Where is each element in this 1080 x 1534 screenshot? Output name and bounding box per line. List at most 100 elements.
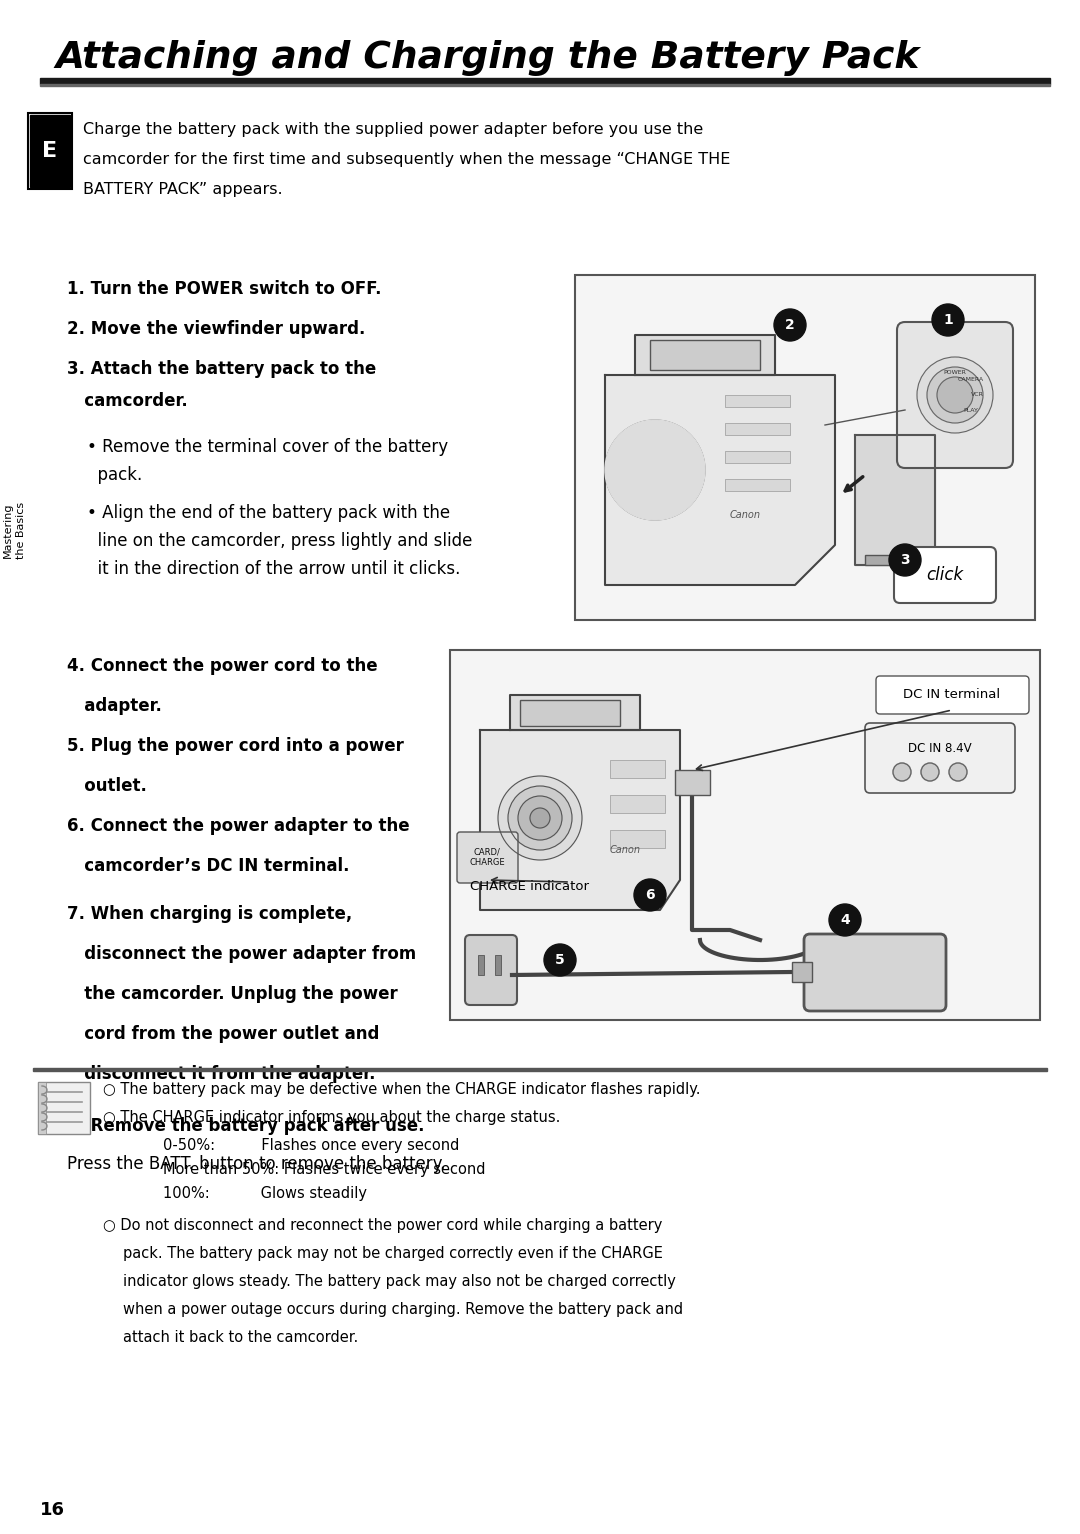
Polygon shape xyxy=(635,334,775,374)
Text: Press the BATT. button to remove the battery.: Press the BATT. button to remove the bat… xyxy=(67,1155,445,1174)
Text: 8. Remove the battery pack after use.: 8. Remove the battery pack after use. xyxy=(67,1117,424,1135)
Circle shape xyxy=(634,879,666,911)
Bar xyxy=(40,78,1050,84)
Bar xyxy=(725,423,789,436)
Text: CAMERA: CAMERA xyxy=(958,377,984,382)
Circle shape xyxy=(631,446,679,494)
Circle shape xyxy=(498,776,582,861)
Text: pack.: pack. xyxy=(87,466,143,485)
Text: 4. Connect the power cord to the: 4. Connect the power cord to the xyxy=(67,657,378,675)
Circle shape xyxy=(921,762,939,781)
Text: E: E xyxy=(42,141,57,161)
Circle shape xyxy=(927,367,983,423)
Text: 2. Move the viewfinder upward.: 2. Move the viewfinder upward. xyxy=(67,321,365,337)
Text: CHARGE indicator: CHARGE indicator xyxy=(470,881,589,893)
Bar xyxy=(575,275,1035,620)
Circle shape xyxy=(544,943,576,976)
Text: it in the direction of the arrow until it clicks.: it in the direction of the arrow until i… xyxy=(87,560,460,578)
Text: 4: 4 xyxy=(840,913,850,927)
Text: 5: 5 xyxy=(555,953,565,966)
FancyBboxPatch shape xyxy=(804,934,946,1011)
Polygon shape xyxy=(855,436,935,565)
Circle shape xyxy=(889,545,921,575)
Text: 6. Connect the power adapter to the: 6. Connect the power adapter to the xyxy=(67,818,409,834)
Bar xyxy=(725,451,789,463)
Polygon shape xyxy=(510,695,640,730)
Circle shape xyxy=(605,420,705,520)
Text: disconnect it from the adapter.: disconnect it from the adapter. xyxy=(67,1065,376,1083)
Text: disconnect the power adapter from: disconnect the power adapter from xyxy=(67,945,416,963)
Circle shape xyxy=(643,459,667,482)
Text: ○ Do not disconnect and reconnect the power cord while charging a battery: ○ Do not disconnect and reconnect the po… xyxy=(103,1218,662,1233)
Text: attach it back to the camcorder.: attach it back to the camcorder. xyxy=(123,1330,359,1345)
Text: DC IN 8.4V: DC IN 8.4V xyxy=(908,742,972,755)
Bar xyxy=(650,341,760,370)
Bar xyxy=(610,759,665,778)
Circle shape xyxy=(932,304,964,336)
Circle shape xyxy=(829,904,861,936)
Text: when a power outage occurs during charging. Remove the battery pack and: when a power outage occurs during chargi… xyxy=(123,1302,684,1318)
Text: PLAY: PLAY xyxy=(963,408,978,413)
Bar xyxy=(610,830,665,848)
Text: Canon: Canon xyxy=(730,509,761,520)
Bar xyxy=(675,770,710,795)
Text: camcorder.: camcorder. xyxy=(67,393,188,410)
Text: 2: 2 xyxy=(785,318,795,331)
Text: 5. Plug the power cord into a power: 5. Plug the power cord into a power xyxy=(67,736,404,755)
Bar xyxy=(792,962,812,982)
Circle shape xyxy=(518,796,562,841)
Text: 3: 3 xyxy=(901,552,909,568)
Text: POWER: POWER xyxy=(944,371,967,376)
Circle shape xyxy=(917,357,993,433)
Text: Mastering
the Basics: Mastering the Basics xyxy=(2,502,26,558)
Text: indicator glows steady. The battery pack may also not be charged correctly: indicator glows steady. The battery pack… xyxy=(123,1275,676,1289)
Circle shape xyxy=(893,762,912,781)
Text: 100%:           Glows steadily: 100%: Glows steadily xyxy=(163,1186,367,1201)
Bar xyxy=(610,795,665,813)
Bar xyxy=(478,956,484,976)
FancyBboxPatch shape xyxy=(865,723,1015,793)
Text: 1. Turn the POWER switch to OFF.: 1. Turn the POWER switch to OFF. xyxy=(67,281,381,298)
Circle shape xyxy=(617,433,693,508)
Polygon shape xyxy=(480,730,680,910)
FancyBboxPatch shape xyxy=(897,322,1013,468)
Text: BATTERY PACK” appears.: BATTERY PACK” appears. xyxy=(83,183,283,196)
Bar xyxy=(519,700,620,726)
Bar xyxy=(495,956,501,976)
Bar xyxy=(865,555,924,565)
Text: Canon: Canon xyxy=(610,845,642,854)
Polygon shape xyxy=(605,374,835,584)
Text: Charge the battery pack with the supplied power adapter before you use the: Charge the battery pack with the supplie… xyxy=(83,123,703,137)
Circle shape xyxy=(530,808,550,828)
FancyBboxPatch shape xyxy=(894,548,996,603)
Text: click: click xyxy=(927,566,963,584)
Circle shape xyxy=(508,785,572,850)
Text: More than 50%: Flashes twice every second: More than 50%: Flashes twice every secon… xyxy=(163,1161,486,1177)
Text: outlet.: outlet. xyxy=(67,778,147,795)
Text: 6: 6 xyxy=(645,888,654,902)
Bar xyxy=(725,394,789,407)
Text: 16: 16 xyxy=(40,1500,65,1519)
Text: ○ The battery pack may be defective when the CHARGE indicator flashes rapidly.: ○ The battery pack may be defective when… xyxy=(103,1081,701,1097)
Text: ○ The CHARGE indicator informs you about the charge status.: ○ The CHARGE indicator informs you about… xyxy=(103,1111,561,1124)
Circle shape xyxy=(937,377,973,413)
Text: 1: 1 xyxy=(943,313,953,327)
Text: the camcorder. Unplug the power: the camcorder. Unplug the power xyxy=(67,985,397,1003)
Text: adapter.: adapter. xyxy=(67,696,162,715)
Bar xyxy=(0,430,28,630)
Bar xyxy=(30,115,70,187)
Text: camcorder for the first time and subsequently when the message “CHANGE THE: camcorder for the first time and subsequ… xyxy=(83,152,730,167)
Text: • Align the end of the battery pack with the: • Align the end of the battery pack with… xyxy=(87,505,450,522)
Circle shape xyxy=(949,762,967,781)
Text: cord from the power outlet and: cord from the power outlet and xyxy=(67,1025,379,1043)
Text: • Remove the terminal cover of the battery: • Remove the terminal cover of the batte… xyxy=(87,439,448,456)
Text: Attaching and Charging the Battery Pack: Attaching and Charging the Battery Pack xyxy=(55,40,919,77)
Bar xyxy=(725,479,789,491)
Text: line on the camcorder, press lightly and slide: line on the camcorder, press lightly and… xyxy=(87,532,472,551)
Bar xyxy=(33,1068,1047,1071)
Bar xyxy=(450,650,1040,1020)
Text: pack. The battery pack may not be charged correctly even if the CHARGE: pack. The battery pack may not be charge… xyxy=(123,1246,663,1261)
Bar xyxy=(38,1081,46,1134)
Text: DC IN terminal: DC IN terminal xyxy=(904,689,1000,701)
Text: VCR: VCR xyxy=(971,393,984,397)
